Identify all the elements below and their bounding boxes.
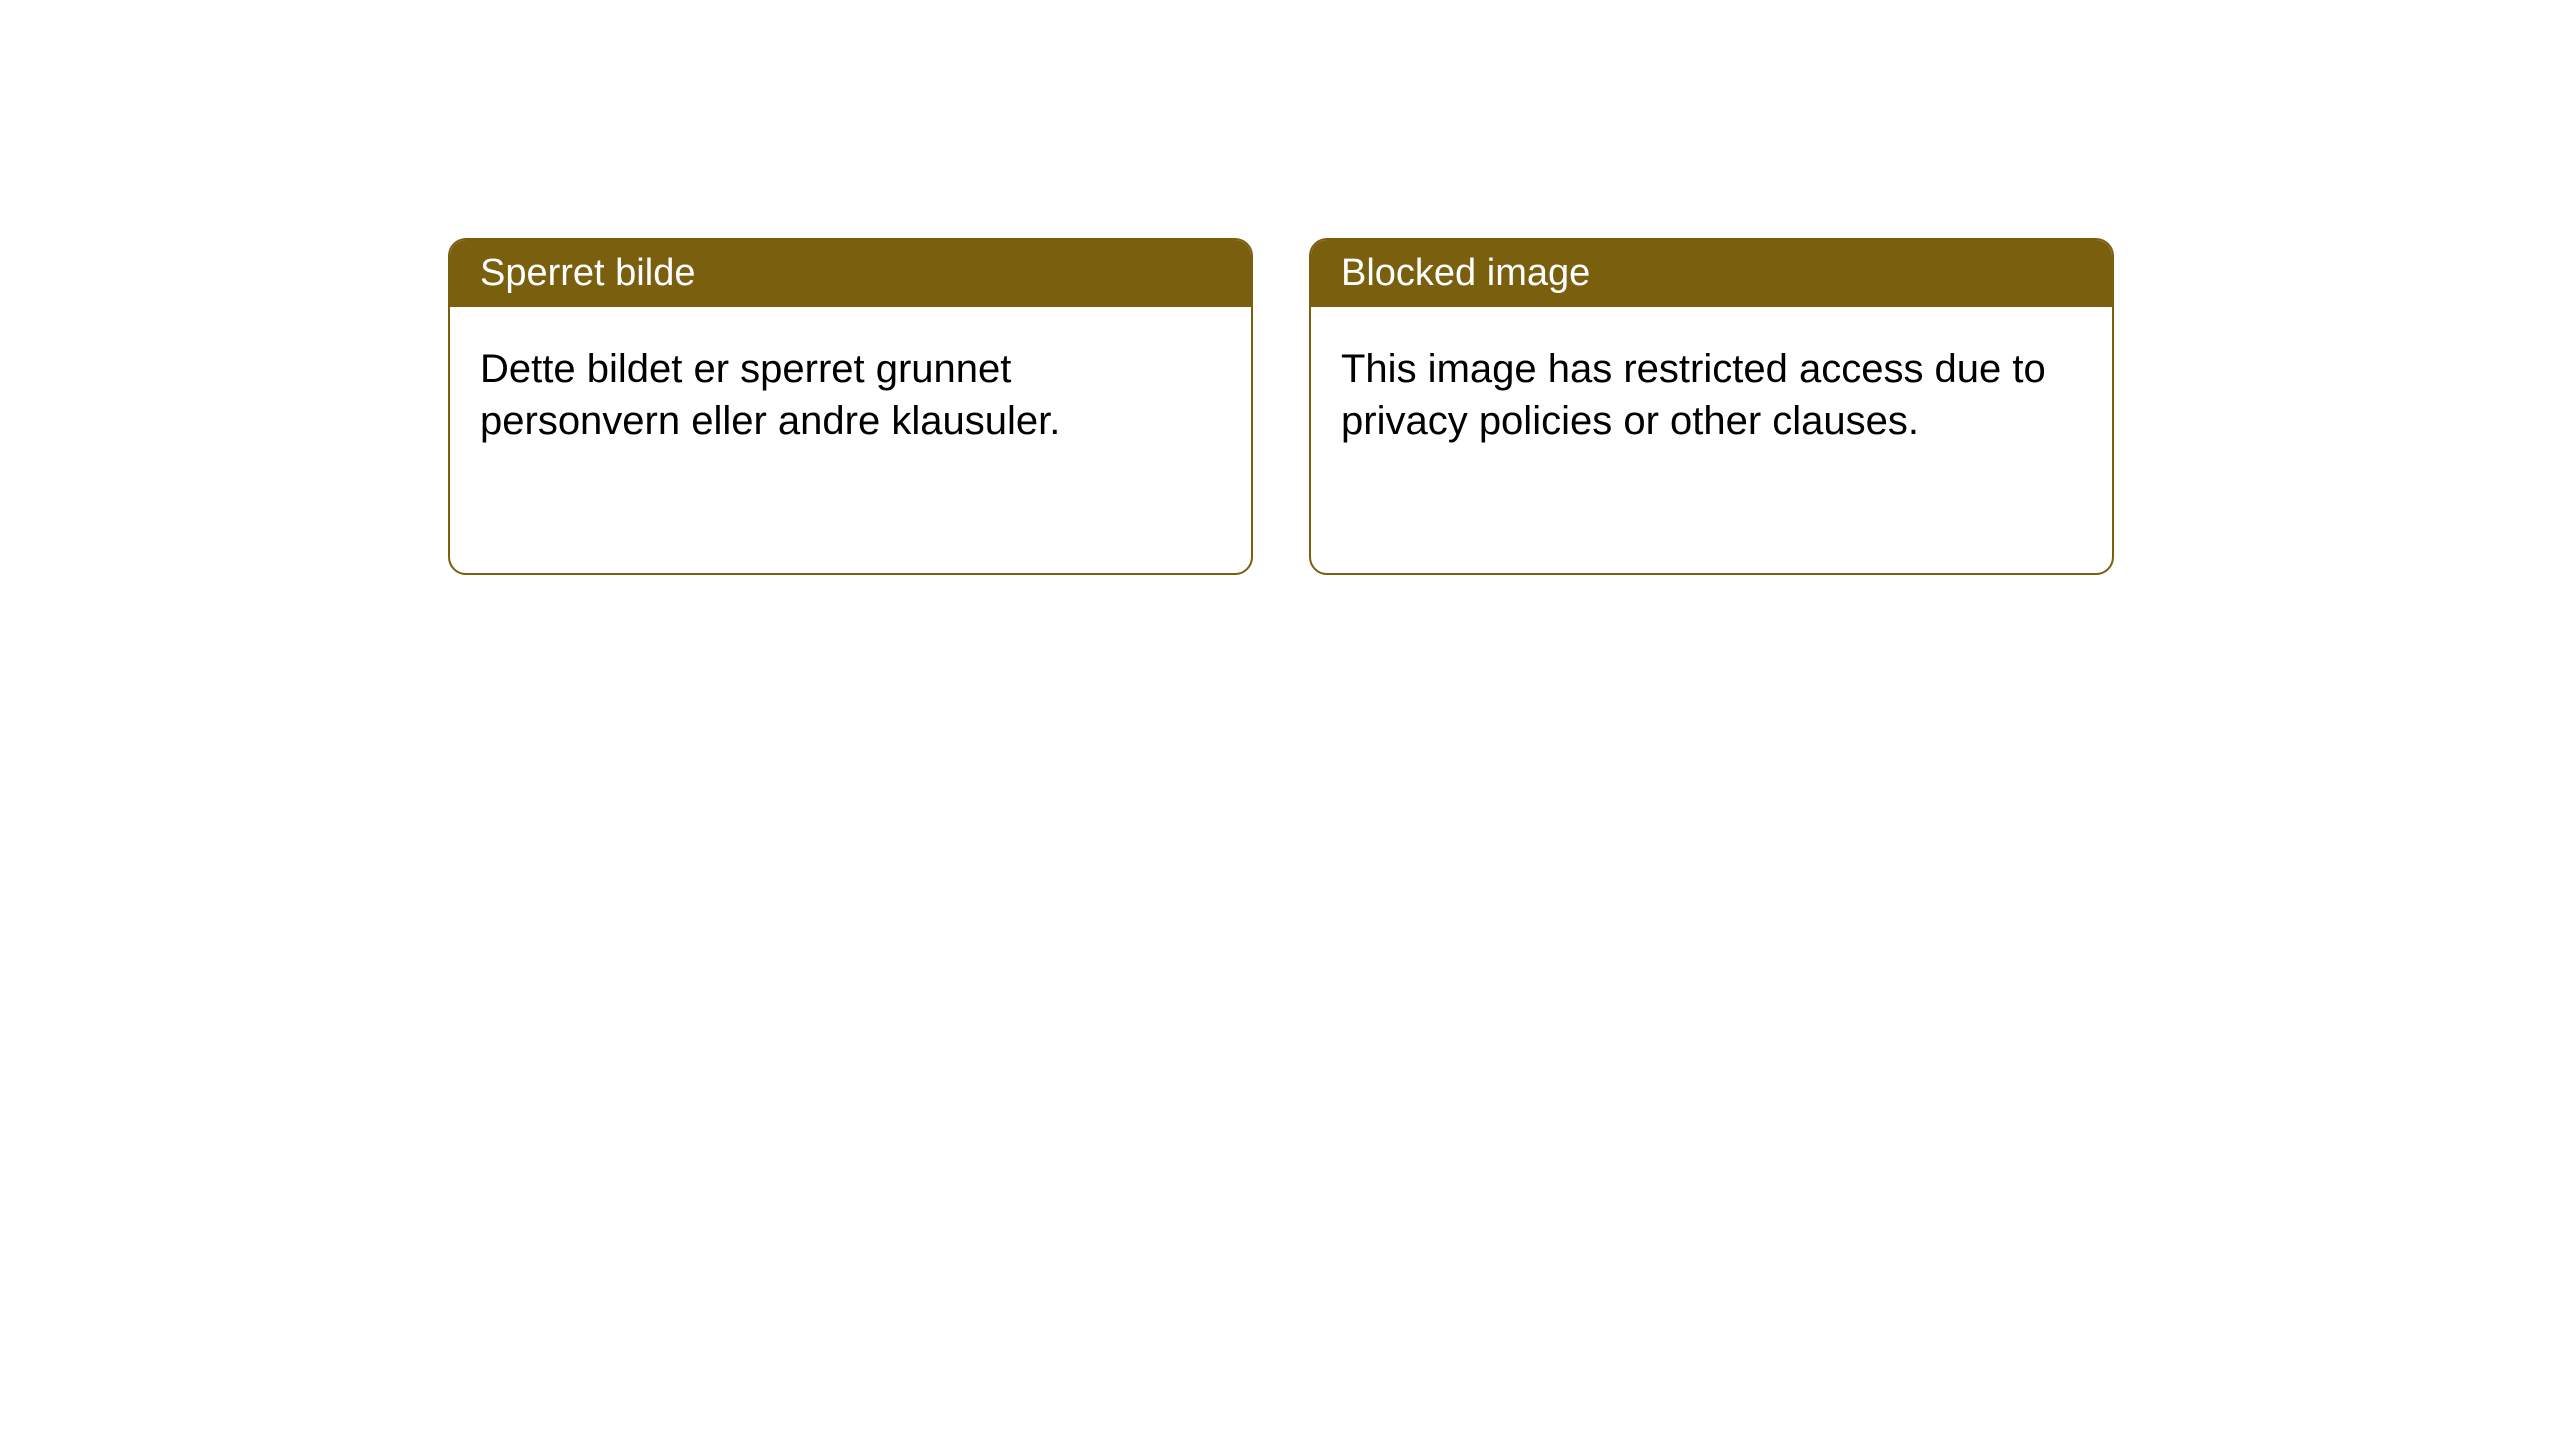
notice-container: Sperret bilde Dette bildet er sperret gr… xyxy=(448,238,2114,575)
notice-body-text: This image has restricted access due to … xyxy=(1341,347,2046,443)
notice-title: Sperret bilde xyxy=(480,252,695,294)
notice-header: Sperret bilde xyxy=(450,240,1251,307)
notice-body-text: Dette bildet er sperret grunnet personve… xyxy=(480,347,1060,443)
notice-header: Blocked image xyxy=(1311,240,2112,307)
notice-title: Blocked image xyxy=(1341,252,1590,294)
notice-body: Dette bildet er sperret grunnet personve… xyxy=(450,307,1251,483)
notice-card-english: Blocked image This image has restricted … xyxy=(1309,238,2114,575)
notice-body: This image has restricted access due to … xyxy=(1311,307,2112,483)
notice-card-norwegian: Sperret bilde Dette bildet er sperret gr… xyxy=(448,238,1253,575)
